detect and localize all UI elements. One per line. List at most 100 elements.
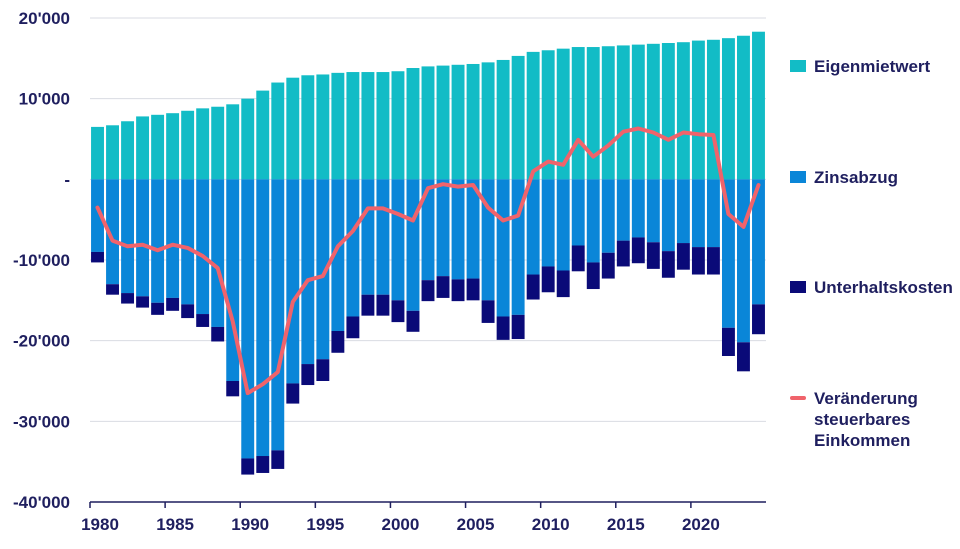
- legend-item-eigenmietwert: Eigenmietwert: [790, 56, 959, 77]
- bar-eigenmietwert: [601, 46, 615, 180]
- bar-zinsabzug: [181, 179, 195, 305]
- legend-label-zinsabzug: Zinsabzug: [814, 168, 899, 187]
- bar-zinsabzug: [286, 179, 300, 384]
- bar-zinsabzug: [316, 179, 330, 360]
- bar-unterhaltskosten: [421, 280, 435, 302]
- bar-unterhaltskosten: [181, 304, 195, 319]
- bar-eigenmietwert: [571, 47, 585, 180]
- bar-unterhaltskosten: [571, 245, 585, 272]
- bar-zinsabzug: [91, 179, 104, 252]
- bar-eigenmietwert: [436, 65, 450, 180]
- bar-eigenmietwert: [211, 106, 225, 180]
- legend: Eigenmietwert Zinsabzug Unterhaltskosten…: [790, 0, 960, 549]
- bar-eigenmietwert: [586, 47, 600, 180]
- legend-swatch-zinsabzug: [790, 171, 806, 183]
- bar-unterhaltskosten: [737, 342, 750, 372]
- bar-zinsabzug: [421, 179, 435, 281]
- bar-unterhaltskosten: [451, 279, 465, 302]
- bar-zinsabzug: [346, 179, 360, 317]
- bar-eigenmietwert: [136, 116, 150, 180]
- bar-eigenmietwert: [196, 108, 210, 180]
- bar-eigenmietwert: [691, 40, 705, 180]
- y-tick-label: 20'000: [19, 9, 70, 28]
- legend-label-unterhaltskosten: Unterhaltskosten: [814, 278, 953, 297]
- line-veraenderung-steuerbares-einkommen: [95, 126, 761, 396]
- bar-eigenmietwert: [721, 38, 735, 180]
- legend-item-zinsabzug: Zinsabzug: [790, 167, 959, 188]
- bar-unterhaltskosten: [706, 247, 720, 275]
- legend-item-income-change: Veränderung steuerbares Einkommen: [790, 388, 959, 451]
- bar-eigenmietwert: [481, 62, 495, 180]
- bar-eigenmietwert: [256, 90, 270, 180]
- bar-zinsabzug: [166, 179, 180, 298]
- bar-unterhaltskosten: [136, 296, 150, 308]
- y-tick-label: -10'000: [13, 251, 70, 270]
- bar-zinsabzug: [451, 179, 465, 280]
- bar-zinsabzug: [541, 179, 555, 267]
- bar-eigenmietwert: [752, 31, 765, 180]
- bar-unterhaltskosten: [691, 247, 705, 275]
- bar-eigenmietwert: [541, 50, 555, 180]
- bar-zinsabzug: [331, 179, 345, 331]
- x-tick-label: 2010: [532, 515, 570, 534]
- bar-zinsabzug: [196, 179, 210, 315]
- bar-unterhaltskosten: [241, 458, 255, 475]
- y-tick-label: 10'000: [19, 90, 70, 109]
- bar-unterhaltskosten: [541, 266, 555, 293]
- bar-zinsabzug: [376, 179, 390, 295]
- bar-eigenmietwert: [271, 82, 285, 180]
- bar-eigenmietwert: [181, 110, 195, 180]
- x-tick-label: 2005: [457, 515, 495, 534]
- legend-swatch-unterhaltskosten: [790, 281, 806, 293]
- bar-zinsabzug: [271, 179, 285, 451]
- bar-eigenmietwert: [331, 72, 345, 180]
- legend-line-income-change: [790, 396, 806, 400]
- bar-zinsabzug: [556, 179, 570, 271]
- bar-unterhaltskosten: [676, 243, 690, 270]
- bar-eigenmietwert: [511, 55, 525, 180]
- x-tick-label: 1985: [156, 515, 194, 534]
- bar-unterhaltskosten: [616, 240, 630, 267]
- bar-eigenmietwert: [121, 121, 135, 180]
- legend-label-income-change: Veränderung steuerbares Einkommen: [814, 389, 918, 450]
- bar-zinsabzug: [601, 179, 615, 253]
- bar-unterhaltskosten: [586, 262, 600, 290]
- x-axis: 1980 1985 1990 1995 2000 2005 2010 2015 2020: [81, 501, 766, 534]
- bar-unterhaltskosten: [301, 364, 315, 386]
- bar-zinsabzug: [646, 179, 660, 243]
- bar-eigenmietwert: [241, 98, 255, 180]
- bar-eigenmietwert: [631, 44, 645, 180]
- bar-zinsabzug: [121, 179, 135, 294]
- bar-eigenmietwert: [301, 75, 315, 180]
- bar-zinsabzug: [661, 179, 675, 252]
- bar-zinsabzug: [721, 179, 735, 328]
- bar-unterhaltskosten: [496, 316, 510, 340]
- bar-eigenmietwert: [106, 125, 119, 180]
- bar-unterhaltskosten: [752, 304, 765, 335]
- bar-unterhaltskosten: [271, 450, 285, 469]
- bar-zinsabzug: [391, 179, 405, 301]
- bar-unterhaltskosten: [91, 251, 104, 263]
- income-change-line: [95, 126, 761, 396]
- bar-eigenmietwert: [556, 48, 570, 180]
- bar-zinsabzug: [361, 179, 375, 295]
- y-tick-label: -40'000: [13, 493, 70, 512]
- bar-zinsabzug: [706, 179, 720, 248]
- bar-eigenmietwert: [376, 72, 390, 180]
- bar-eigenmietwert: [496, 59, 510, 180]
- bar-zinsabzug: [616, 179, 630, 241]
- bar-unterhaltskosten: [511, 314, 525, 340]
- bar-zinsabzug: [406, 179, 420, 311]
- bar-zinsabzug: [301, 179, 315, 365]
- bar-zinsabzug: [586, 179, 600, 263]
- bar-eigenmietwert: [91, 126, 104, 180]
- bar-eigenmietwert: [421, 66, 435, 180]
- bar-unterhaltskosten: [331, 330, 345, 353]
- bar-eigenmietwert: [286, 77, 300, 180]
- bar-unterhaltskosten: [211, 326, 225, 342]
- bar-unterhaltskosten: [661, 251, 675, 278]
- bars: [91, 31, 765, 475]
- bar-zinsabzug: [106, 179, 119, 285]
- bar-eigenmietwert: [661, 43, 675, 180]
